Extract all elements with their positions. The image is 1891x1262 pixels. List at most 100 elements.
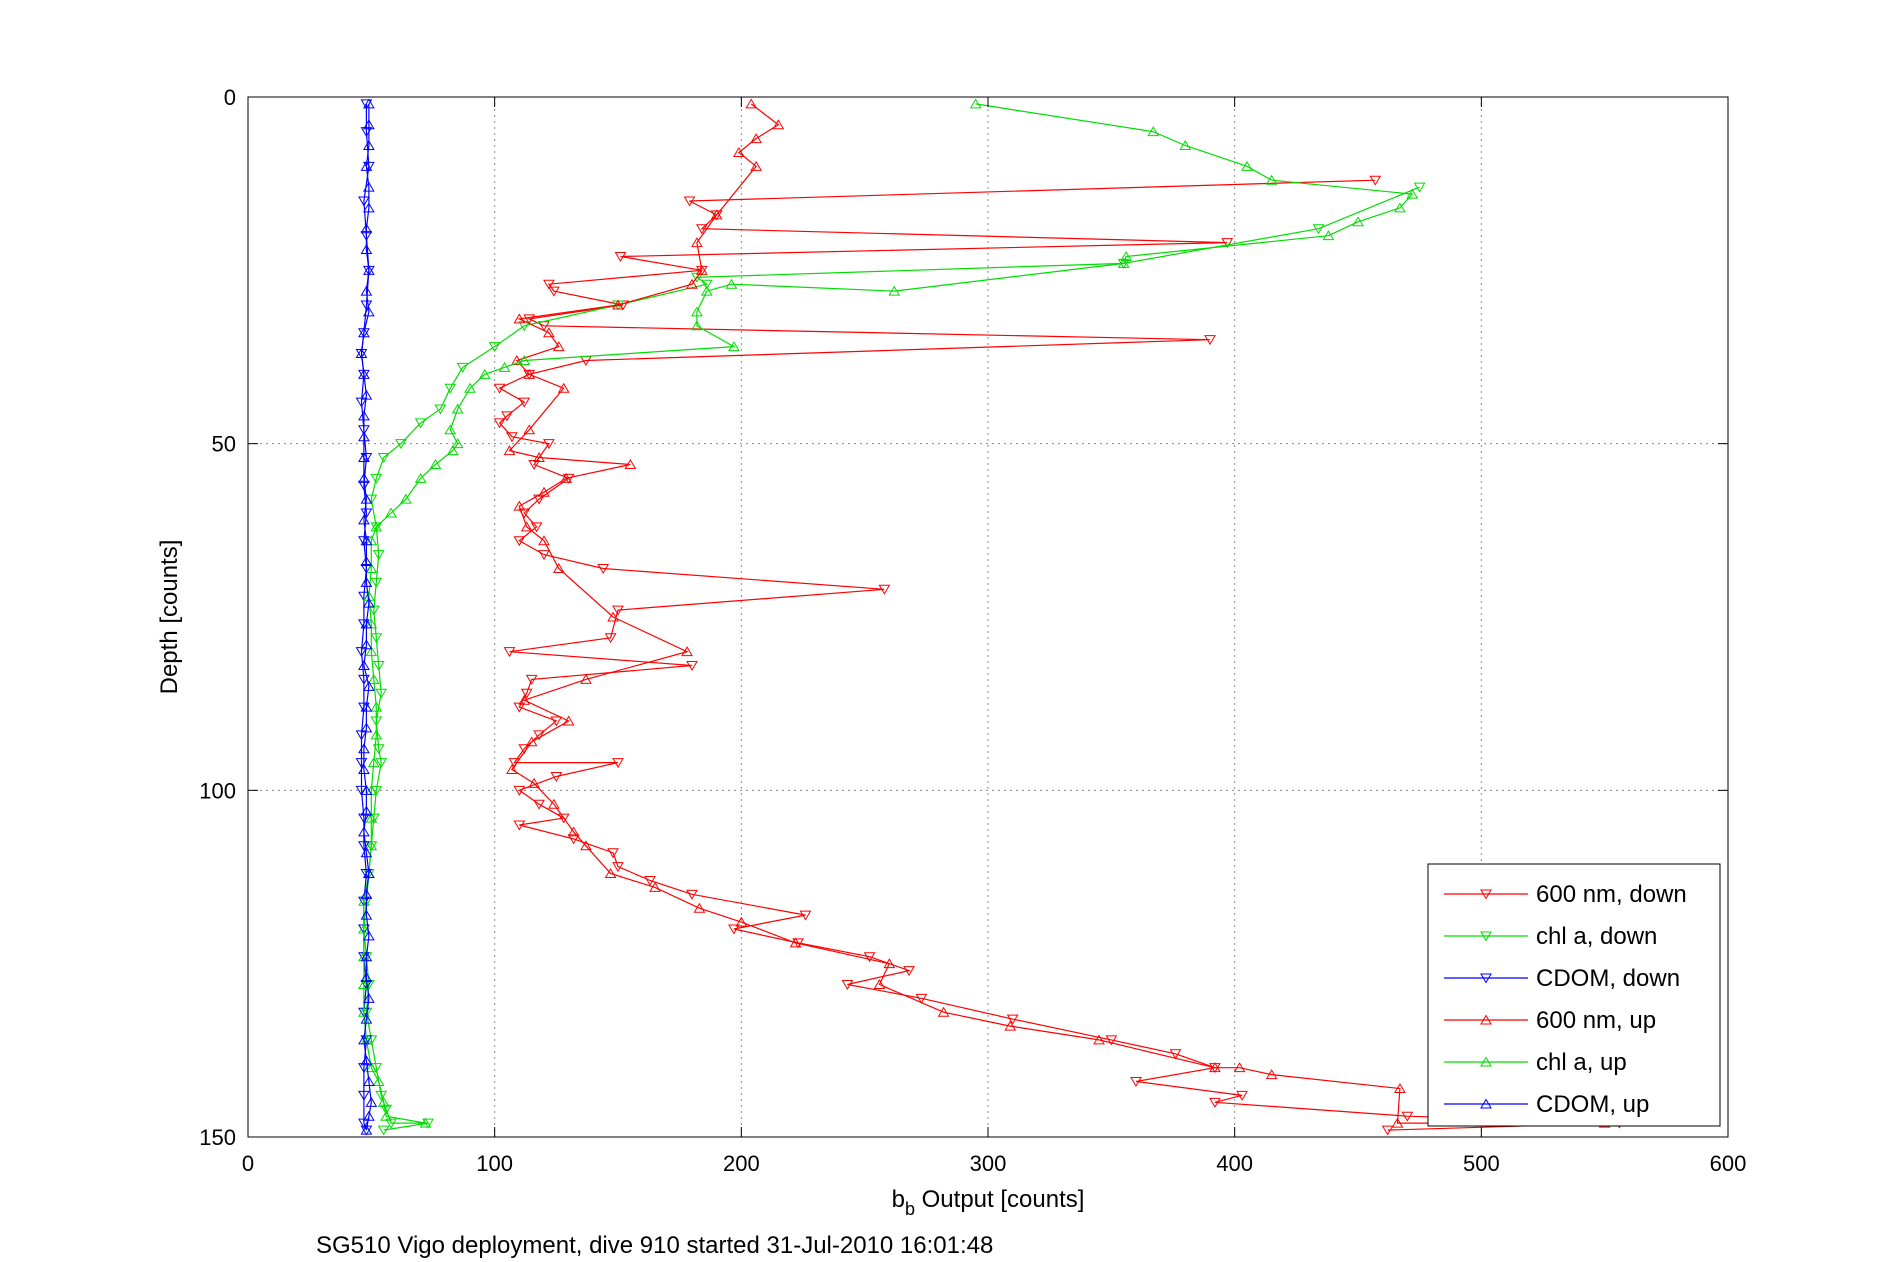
data-point-marker: [360, 618, 373, 629]
data-point-marker: [360, 909, 373, 920]
data-point-marker: [362, 680, 375, 691]
data-point-marker: [1130, 1077, 1142, 1088]
data-point-marker: [478, 368, 491, 379]
data-point-marker: [422, 1118, 434, 1129]
legend-entry-label: chl a, down: [1536, 923, 1657, 950]
data-point-marker: [414, 418, 427, 429]
data-point-marker: [518, 694, 531, 705]
data-point-marker: [360, 389, 373, 400]
data-point-marker: [370, 701, 383, 712]
data-point-marker: [358, 196, 370, 207]
series-layer: [355, 98, 1626, 1136]
data-point-marker: [557, 813, 570, 824]
data-point-marker: [624, 458, 637, 469]
data-point-marker: [969, 98, 982, 109]
data-point-marker: [360, 223, 373, 234]
data-point-marker: [370, 729, 383, 740]
data-point-marker: [362, 264, 375, 275]
data-point-marker: [681, 646, 693, 657]
data-point-marker: [700, 285, 713, 296]
data-point-marker: [1312, 224, 1325, 235]
data-point-marker: [358, 674, 370, 685]
data-point-marker: [567, 826, 580, 837]
data-point-marker: [362, 1076, 375, 1087]
data-point-marker: [365, 562, 378, 573]
data-point-marker: [530, 522, 543, 533]
data-point-marker: [533, 730, 545, 741]
data-point-marker: [414, 472, 427, 483]
data-point-marker: [523, 368, 536, 379]
data-point-marker: [1394, 202, 1406, 213]
data-point-marker: [358, 368, 370, 379]
data-point-marker: [464, 382, 476, 393]
data-point-marker: [1265, 174, 1278, 185]
data-point-marker: [607, 611, 619, 622]
legend-entry-label: 600 nm, up: [1536, 1007, 1656, 1034]
data-point-marker: [550, 771, 563, 782]
data-point-marker: [695, 224, 708, 235]
grid-lines: [248, 97, 1728, 1137]
data-point-marker: [607, 848, 619, 859]
data-point-marker: [528, 777, 541, 788]
legend-entry-label: chl a, up: [1536, 1049, 1627, 1076]
data-point-marker: [683, 196, 696, 207]
data-point-marker: [1352, 216, 1364, 227]
y-tick-label: 0: [224, 85, 236, 110]
data-point-marker: [362, 868, 375, 879]
data-point-marker: [372, 550, 385, 561]
data-point-marker: [360, 847, 373, 858]
data-point-marker: [358, 743, 370, 754]
x-tick-label: 400: [1216, 1151, 1253, 1176]
data-point-marker: [444, 383, 457, 394]
data-point-marker: [358, 410, 370, 421]
x-tick-label: 100: [476, 1151, 513, 1176]
data-point-marker: [360, 285, 373, 296]
data-point-marker: [691, 237, 703, 248]
data-point-marker: [360, 722, 373, 733]
data-point-marker: [355, 348, 368, 359]
data-point-marker: [728, 924, 740, 935]
data-point-marker: [863, 952, 876, 963]
x-tick-label: 500: [1463, 1151, 1500, 1176]
data-point-marker: [360, 556, 373, 567]
data-point-marker: [370, 577, 383, 588]
data-point-marker: [686, 889, 698, 900]
data-point-marker: [915, 993, 928, 1004]
data-point-marker: [695, 264, 708, 275]
data-point-marker: [799, 910, 812, 921]
data-point-marker: [557, 382, 570, 393]
data-point-marker: [395, 439, 407, 450]
data-point-marker: [878, 584, 891, 595]
data-point-marker: [543, 327, 555, 338]
data-point-marker: [1120, 250, 1133, 261]
data-point-marker: [518, 354, 531, 365]
data-point-marker: [1204, 335, 1216, 346]
data-point-marker: [1369, 175, 1382, 186]
data-point-marker: [597, 563, 610, 574]
data-point-marker: [937, 1006, 950, 1017]
data-point-marker: [1381, 1125, 1394, 1136]
data-point-marker: [501, 411, 513, 422]
data-point-marker: [365, 646, 378, 657]
series-chl-a-up: [358, 98, 1419, 1128]
x-tick-labels: 0 100 200 300 400 500 600: [242, 1151, 1746, 1176]
data-point-marker: [612, 758, 624, 769]
legend-marker: [1480, 931, 1492, 942]
data-point-marker: [362, 992, 375, 1003]
data-point-marker: [1006, 1014, 1019, 1025]
data-point-marker: [1169, 1049, 1182, 1060]
data-point-marker: [358, 1090, 370, 1101]
data-point-marker: [580, 673, 592, 684]
legend-marker: [1480, 1098, 1492, 1109]
data-point-marker: [488, 342, 501, 353]
data-point-marker: [360, 535, 373, 546]
data-point-marker: [451, 438, 464, 449]
data-point-marker: [358, 813, 370, 824]
data-point-marker: [533, 799, 545, 810]
data-point-marker: [745, 98, 758, 109]
data-point-marker: [380, 1104, 393, 1115]
series-line: [363, 103, 1414, 1124]
legend-marker: [1480, 889, 1492, 900]
data-point-marker: [725, 278, 738, 289]
